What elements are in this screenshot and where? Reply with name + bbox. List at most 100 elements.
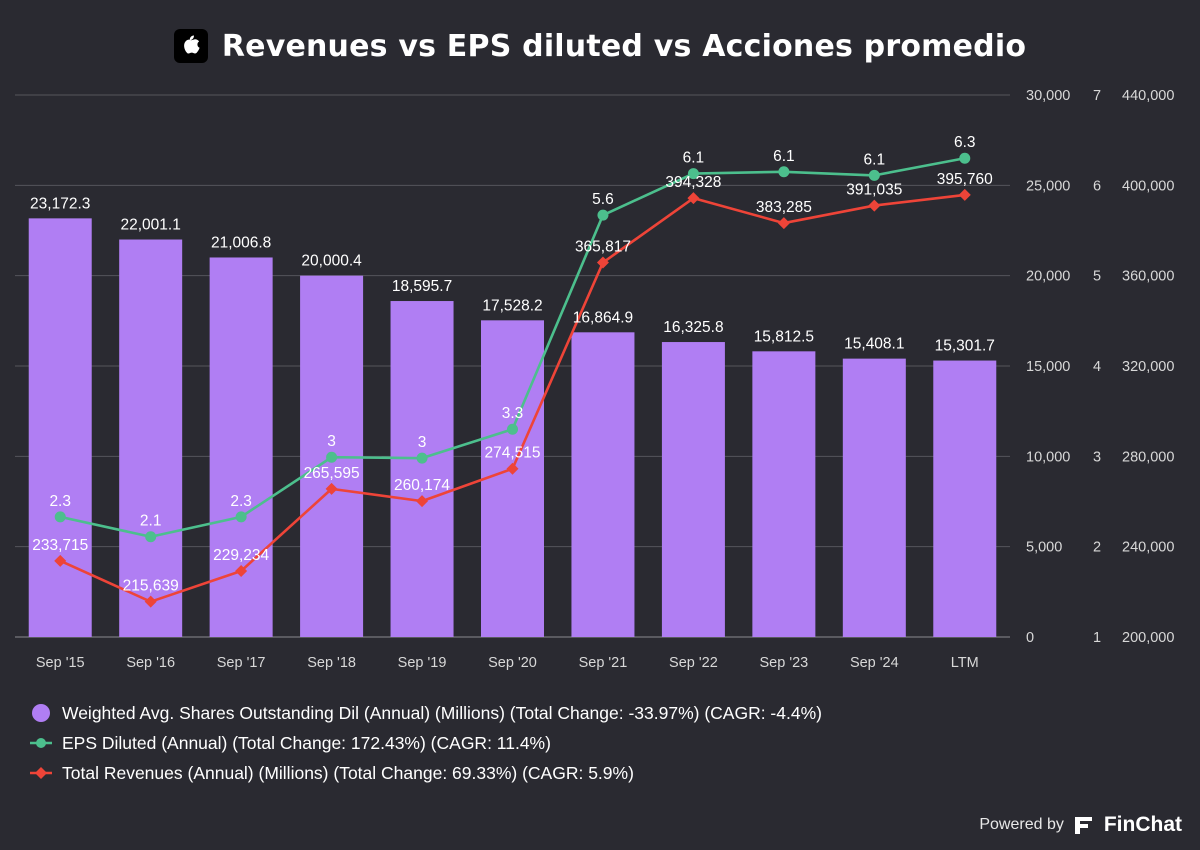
y-mid-tick-label: 3 xyxy=(1093,449,1101,465)
data-labels: 23,172.3 22,001.1 21,006.8 20,000.4 18,595.7… xyxy=(30,134,995,594)
legend-marker-line-diamond-icon xyxy=(30,767,52,779)
y-right-tick-label: 320,000 xyxy=(1122,359,1174,375)
x-tick-label: Sep '22 xyxy=(669,655,718,671)
y-right-tick-label: 200,000 xyxy=(1122,630,1174,646)
eps-point xyxy=(868,169,880,181)
revenue-value-label: 383,285 xyxy=(756,199,812,216)
bar xyxy=(842,358,906,637)
bar xyxy=(390,301,454,637)
y-left-tick-label: 25,000 xyxy=(1026,178,1070,194)
revenue-point xyxy=(416,495,429,508)
revenue-value-label: 365,817 xyxy=(575,239,631,256)
legend-item-shares[interactable]: Weighted Avg. Shares Outstanding Dil (An… xyxy=(30,698,1030,728)
eps-point xyxy=(959,152,971,164)
bar xyxy=(28,218,92,638)
x-tick-label: Sep '20 xyxy=(488,655,537,671)
eps-point xyxy=(597,209,609,221)
x-tick-label: Sep '16 xyxy=(126,655,175,671)
eps-point xyxy=(507,423,518,435)
powered-by: Powered by FinChat xyxy=(979,810,1182,840)
bar xyxy=(752,351,816,637)
eps-value-label: 3.3 xyxy=(502,405,524,422)
legend-label: EPS Diluted (Annual) (Total Change: 172.… xyxy=(62,732,551,753)
y-mid-tick-label: 4 xyxy=(1093,359,1101,375)
x-tick-label: Sep '17 xyxy=(217,655,266,671)
y-left-tick-label: 0 xyxy=(1026,630,1034,646)
eps-point xyxy=(778,166,790,178)
legend-label: Total Revenues (Annual) (Millions) (Tota… xyxy=(62,762,634,783)
revenue-point xyxy=(235,564,248,577)
chart-legend: Weighted Avg. Shares Outstanding Dil (An… xyxy=(30,698,1030,788)
revenue-value-label: 260,174 xyxy=(394,477,450,494)
bar-value-label: 23,172.3 xyxy=(30,195,90,212)
y-mid-tick-label: 1 xyxy=(1093,630,1101,646)
y-left-tick-label: 10,000 xyxy=(1026,449,1070,465)
revenue-value-label: 395,760 xyxy=(937,171,993,188)
y-mid-tick-label: 2 xyxy=(1093,540,1101,556)
revenue-value-label: 233,715 xyxy=(32,537,88,554)
eps-value-label: 6.3 xyxy=(954,134,976,151)
eps-point xyxy=(235,511,247,523)
bar-value-label: 15,408.1 xyxy=(844,336,904,353)
revenue-point xyxy=(777,217,790,230)
eps-point xyxy=(145,531,157,543)
eps-point xyxy=(54,511,66,523)
eps-value-label: 5.6 xyxy=(592,191,614,208)
x-tick-label: Sep '15 xyxy=(36,655,85,671)
bar xyxy=(209,257,273,637)
revenue-point xyxy=(506,462,519,475)
revenue-value-label: 274,515 xyxy=(484,445,540,462)
revenue-point xyxy=(54,554,67,567)
bar-value-label: 20,000.4 xyxy=(301,253,362,270)
y-right-tick-label: 280,000 xyxy=(1122,449,1174,465)
bar-value-label: 16,325.8 xyxy=(663,319,723,336)
legend-marker-circle-icon xyxy=(32,704,50,722)
bar xyxy=(119,239,183,637)
legend-marker-line-circle-icon xyxy=(30,738,52,748)
bar xyxy=(661,342,725,637)
bar-value-label: 17,528.2 xyxy=(482,297,542,314)
y-left-tick-label: 30,000 xyxy=(1026,88,1070,104)
legend-label: Weighted Avg. Shares Outstanding Dil (An… xyxy=(62,702,822,723)
revenue-point xyxy=(325,482,338,495)
line-series xyxy=(54,152,971,608)
revenue-point xyxy=(687,192,700,205)
y-left-tick-label: 20,000 xyxy=(1026,269,1070,285)
bar-value-label: 21,006.8 xyxy=(211,234,271,251)
y-right-tick-label: 440,000 xyxy=(1122,88,1174,104)
eps-value-label: 6.1 xyxy=(864,151,886,168)
revenue-point xyxy=(144,595,157,608)
y-mid-tick-label: 5 xyxy=(1093,269,1101,285)
x-tick-label: LTM xyxy=(951,655,979,671)
revenue-value-label: 265,595 xyxy=(304,465,360,482)
bar-value-label: 15,812.5 xyxy=(754,328,814,345)
eps-value-label: 3 xyxy=(418,434,427,451)
revenue-value-label: 391,035 xyxy=(846,182,902,199)
eps-value-label: 2.3 xyxy=(49,493,71,510)
y-mid-tick-label: 7 xyxy=(1093,88,1101,104)
bar-value-label: 16,864.9 xyxy=(573,309,633,326)
x-tick-label: Sep '24 xyxy=(850,655,899,671)
revenue-value-label: 394,328 xyxy=(665,174,721,191)
legend-item-eps[interactable]: EPS Diluted (Annual) (Total Change: 172.… xyxy=(30,728,1030,758)
bar-value-label: 22,001.1 xyxy=(121,217,181,234)
chart-title: Revenues vs EPS diluted vs Acciones prom… xyxy=(221,28,1027,64)
finchat-brand: FinChat xyxy=(1103,813,1182,836)
eps-value-label: 3 xyxy=(327,433,336,450)
bar xyxy=(571,332,635,637)
bar-value-label: 15,301.7 xyxy=(935,338,995,355)
eps-point xyxy=(326,451,338,463)
legend-item-revenues[interactable]: Total Revenues (Annual) (Millions) (Tota… xyxy=(30,758,1030,788)
finchat-logo-icon xyxy=(1074,817,1092,834)
y-right-tick-label: 360,000 xyxy=(1122,269,1174,285)
bar xyxy=(933,360,997,637)
chart-header: Revenues vs EPS diluted vs Acciones prom… xyxy=(0,18,1200,74)
revenue-point xyxy=(596,256,609,269)
bar-value-label: 18,595.7 xyxy=(392,278,452,295)
eps-point xyxy=(687,168,699,180)
apple-logo-icon xyxy=(173,29,208,63)
powered-by-label: Powered by xyxy=(979,816,1064,833)
eps-value-label: 6.1 xyxy=(773,148,795,165)
